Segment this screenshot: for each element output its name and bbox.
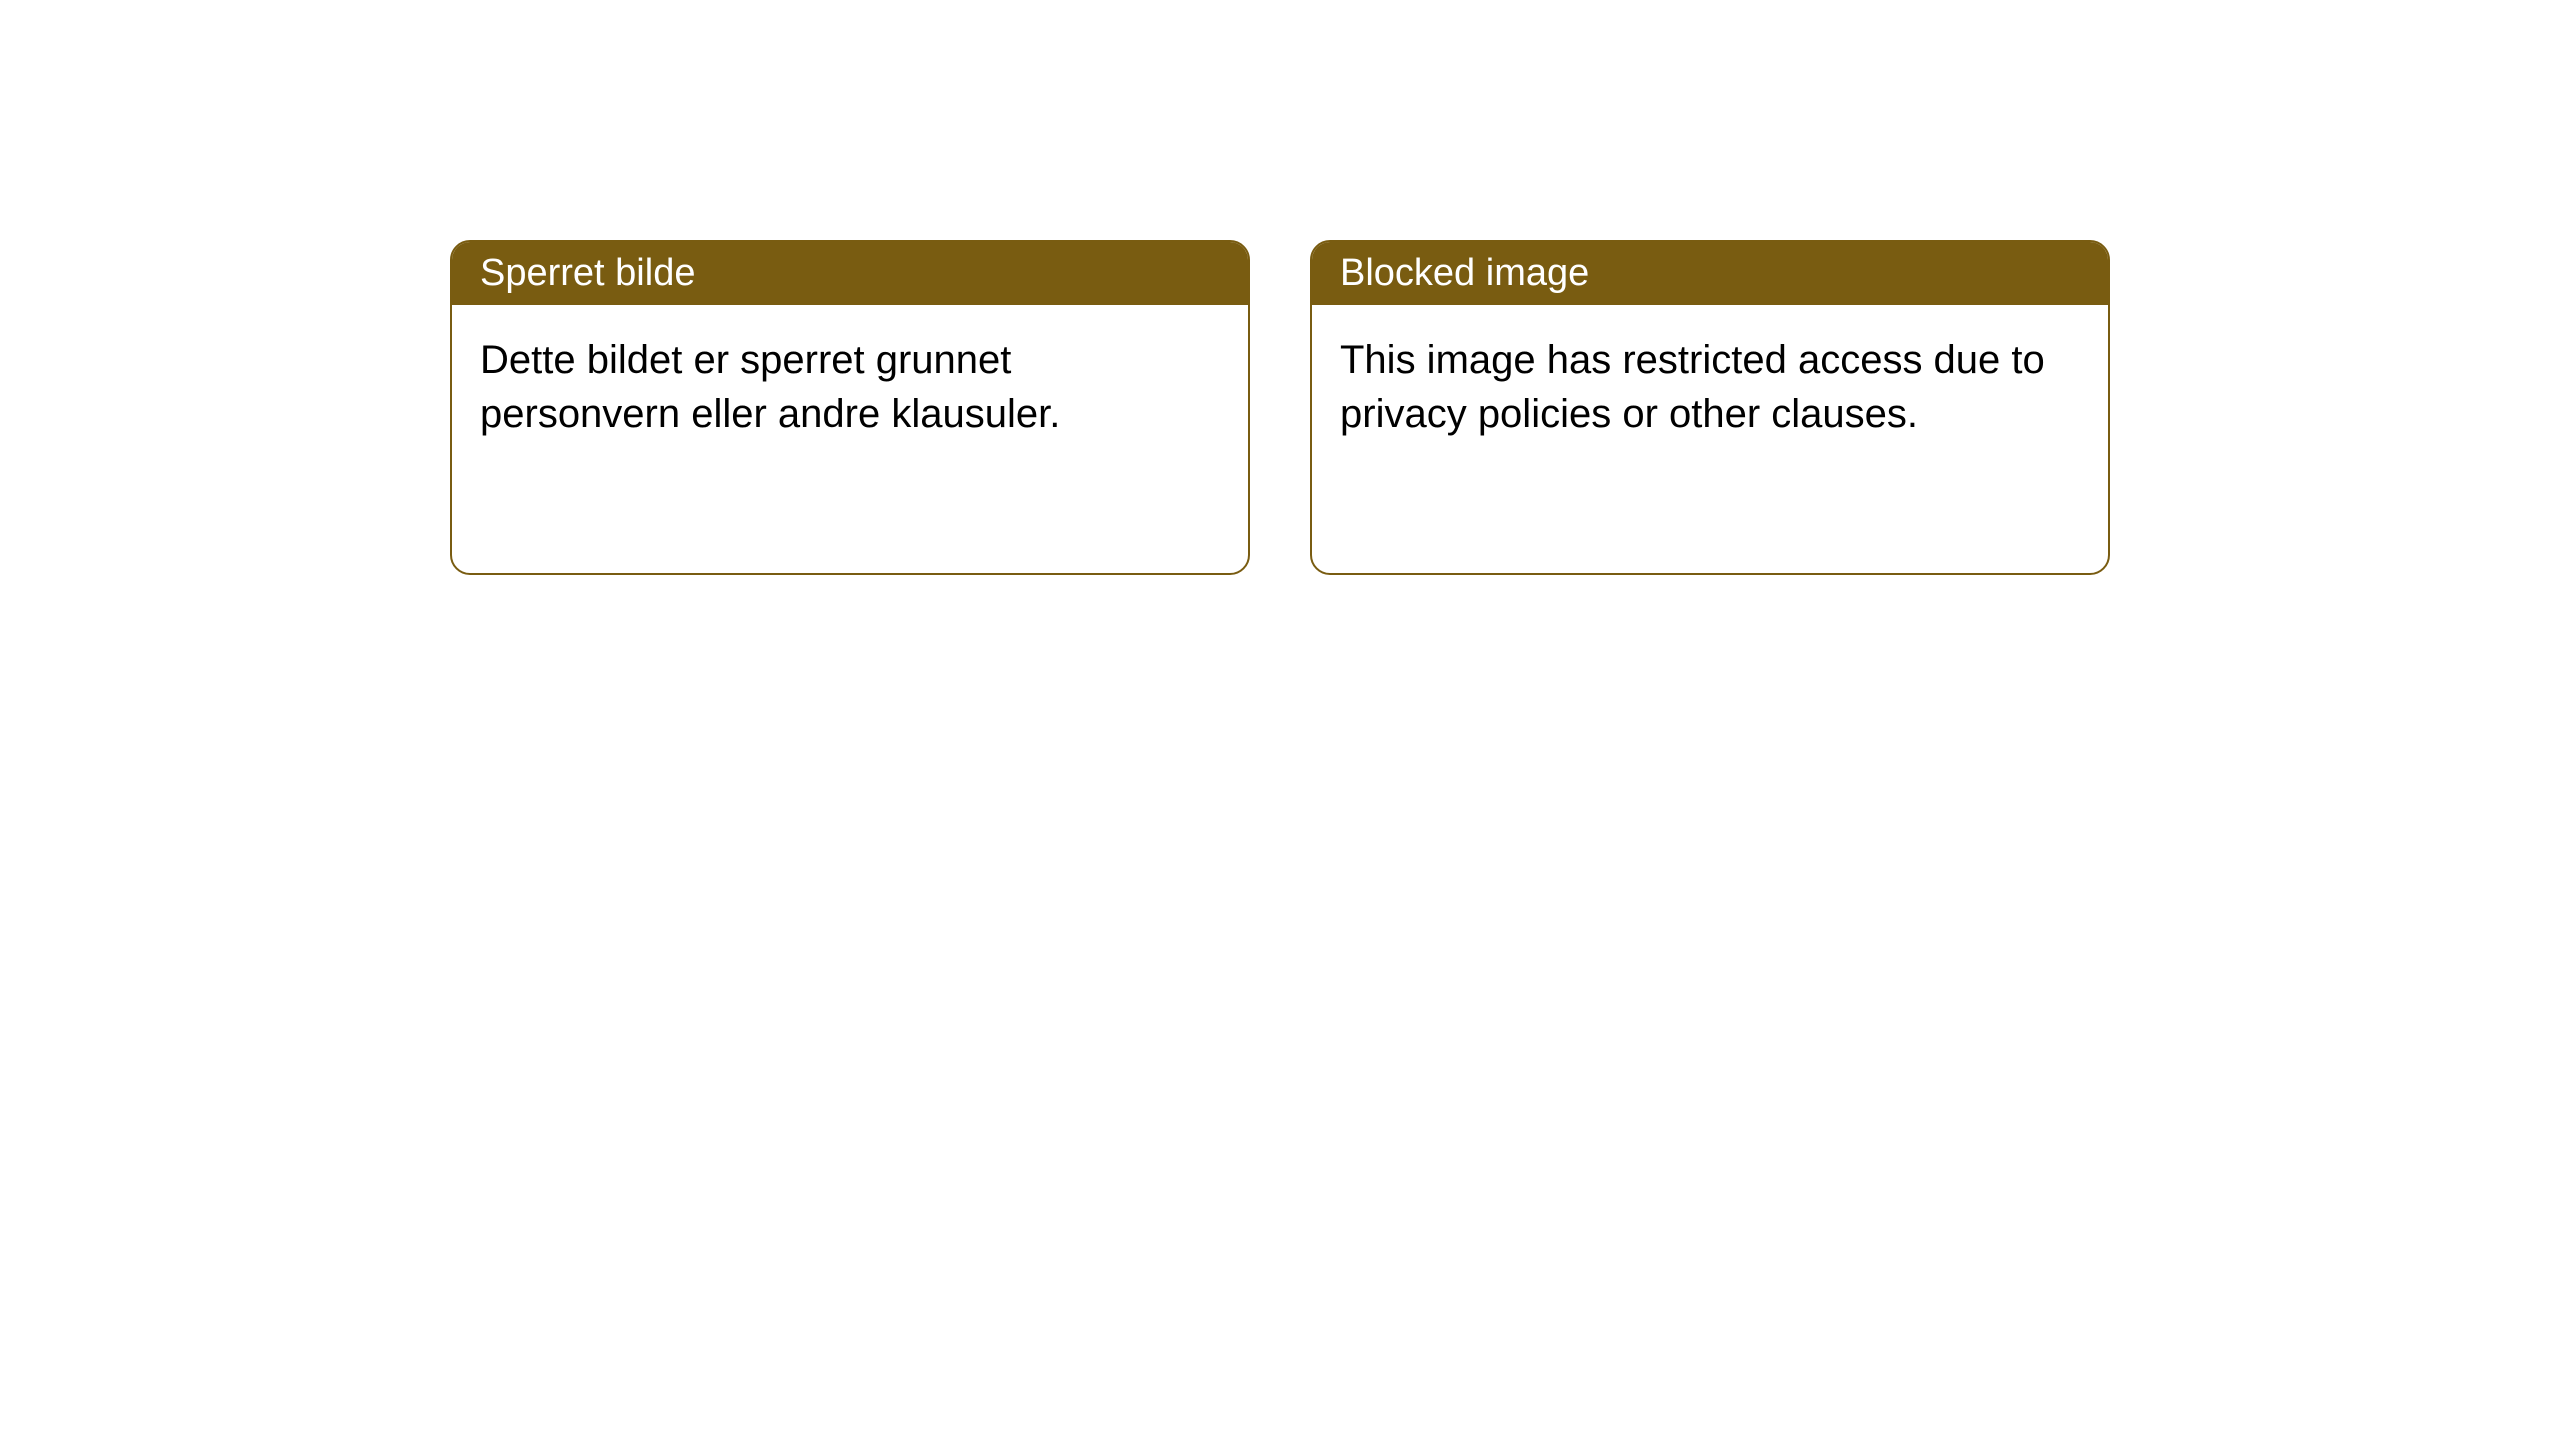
card-header: Blocked image xyxy=(1312,242,2108,305)
notice-card-english: Blocked image This image has restricted … xyxy=(1310,240,2110,575)
card-header: Sperret bilde xyxy=(452,242,1248,305)
card-body-text: This image has restricted access due to … xyxy=(1340,338,2045,436)
card-title: Blocked image xyxy=(1340,252,1589,294)
card-body-text: Dette bildet er sperret grunnet personve… xyxy=(480,338,1060,436)
notice-card-norwegian: Sperret bilde Dette bildet er sperret gr… xyxy=(450,240,1250,575)
card-body: Dette bildet er sperret grunnet personve… xyxy=(452,305,1248,469)
card-title: Sperret bilde xyxy=(480,252,695,294)
notice-cards-container: Sperret bilde Dette bildet er sperret gr… xyxy=(450,240,2110,575)
card-body: This image has restricted access due to … xyxy=(1312,305,2108,469)
